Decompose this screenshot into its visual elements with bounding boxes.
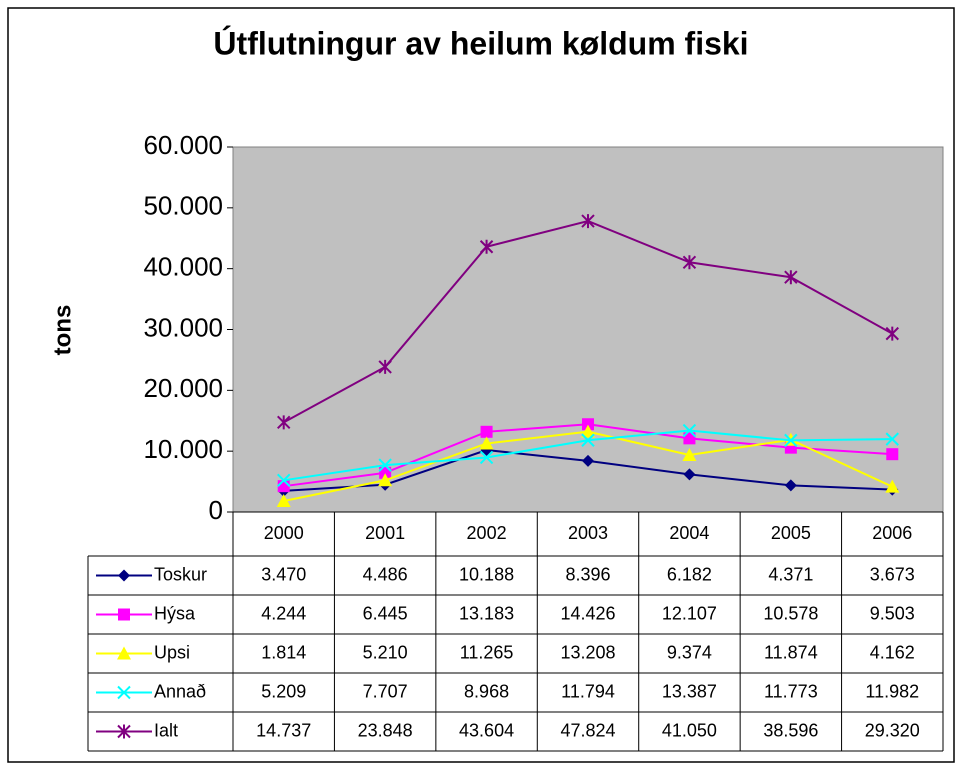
marker (277, 480, 290, 493)
table-value: 9.503 (870, 603, 915, 623)
table-value: 7.707 (363, 681, 408, 701)
legend-label: Hýsa (154, 603, 196, 623)
table-value: 12.107 (662, 603, 717, 623)
marker (683, 432, 696, 445)
table-value: 11.773 (764, 681, 818, 701)
marker (885, 479, 900, 493)
marker (784, 479, 797, 492)
marker (784, 433, 798, 448)
table-value: 4.162 (870, 642, 915, 662)
legend-marker (118, 608, 130, 621)
marker (581, 214, 595, 229)
table-value: 10.578 (763, 603, 818, 623)
marker (885, 432, 899, 446)
marker (277, 415, 291, 430)
legend-label: Upsi (154, 642, 190, 662)
marker (682, 255, 697, 270)
marker (379, 466, 392, 479)
table-value: 5.210 (363, 642, 408, 662)
x-tick-label: 2001 (365, 523, 405, 543)
table-value: 9.374 (667, 642, 712, 662)
table-value: 13.183 (459, 603, 514, 623)
y-tick-label: 30.000 (143, 312, 223, 342)
table-value: 11.265 (460, 642, 514, 662)
marker (784, 270, 798, 285)
table-value: 4.371 (768, 564, 813, 584)
marker (378, 473, 393, 487)
table-value: 6.445 (363, 603, 408, 623)
marker (581, 433, 595, 447)
table-value: 8.396 (565, 564, 610, 584)
x-tick-label: 2004 (669, 523, 709, 543)
marker (378, 359, 392, 374)
table-value: 8.968 (464, 681, 509, 701)
table-value: 14.737 (256, 720, 311, 740)
x-tick-label: 2002 (467, 523, 507, 543)
marker (581, 424, 595, 438)
table-value: 3.673 (870, 564, 915, 584)
y-tick-label: 60.000 (143, 130, 223, 160)
table-value: 1.814 (261, 642, 306, 662)
marker (582, 418, 594, 431)
marker (682, 423, 697, 438)
marker (582, 454, 594, 467)
marker (885, 326, 899, 341)
table-value: 13.208 (560, 642, 615, 662)
table-value: 4.244 (261, 603, 306, 623)
x-tick-label: 2000 (264, 523, 304, 543)
y-tick-label: 20.000 (143, 373, 223, 403)
marker (683, 468, 696, 481)
y-tick-label: 0 (209, 495, 223, 525)
legend-marker (117, 685, 131, 700)
table-value: 41.050 (662, 720, 717, 740)
table-value: 38.596 (763, 720, 818, 740)
table-value: 6.182 (667, 564, 712, 584)
table-value: 47.824 (560, 720, 615, 740)
y-axis-label: tons (49, 305, 76, 356)
x-tick-label: 2006 (872, 523, 912, 543)
marker (378, 458, 392, 472)
marker (276, 493, 291, 507)
chart-title: Útflutningur av heilum køldum fiski (213, 25, 748, 61)
y-tick-label: 50.000 (143, 191, 223, 221)
marker (479, 436, 494, 450)
table-value: 23.848 (358, 720, 413, 740)
table-value: 11.874 (764, 642, 818, 662)
y-tick-label: 10.000 (143, 434, 223, 464)
marker (479, 239, 494, 254)
table-value: 11.982 (865, 681, 919, 701)
legend-label: Toskur (154, 564, 207, 584)
legend-marker (118, 569, 130, 582)
table-value: 29.320 (865, 720, 920, 740)
legend-marker (117, 646, 131, 660)
y-tick-label: 40.000 (143, 252, 223, 282)
legend-label: Annað (154, 681, 206, 701)
plot-area (232, 146, 944, 513)
marker (886, 448, 899, 461)
marker (682, 447, 697, 461)
table-value: 14.426 (560, 603, 615, 623)
table-value: 5.209 (261, 681, 306, 701)
marker (480, 425, 493, 438)
table-value: 13.387 (662, 681, 717, 701)
table-value: 4.486 (363, 564, 408, 584)
x-tick-label: 2003 (568, 523, 608, 543)
table-value: 3.470 (261, 564, 306, 584)
legend-label: Ialt (154, 720, 178, 740)
table-value: 10.188 (459, 564, 514, 584)
legend-marker (117, 724, 131, 739)
x-tick-label: 2005 (771, 523, 811, 543)
marker (479, 450, 494, 465)
table-value: 11.794 (561, 681, 615, 701)
marker (277, 473, 291, 488)
table-value: 43.604 (459, 720, 514, 740)
